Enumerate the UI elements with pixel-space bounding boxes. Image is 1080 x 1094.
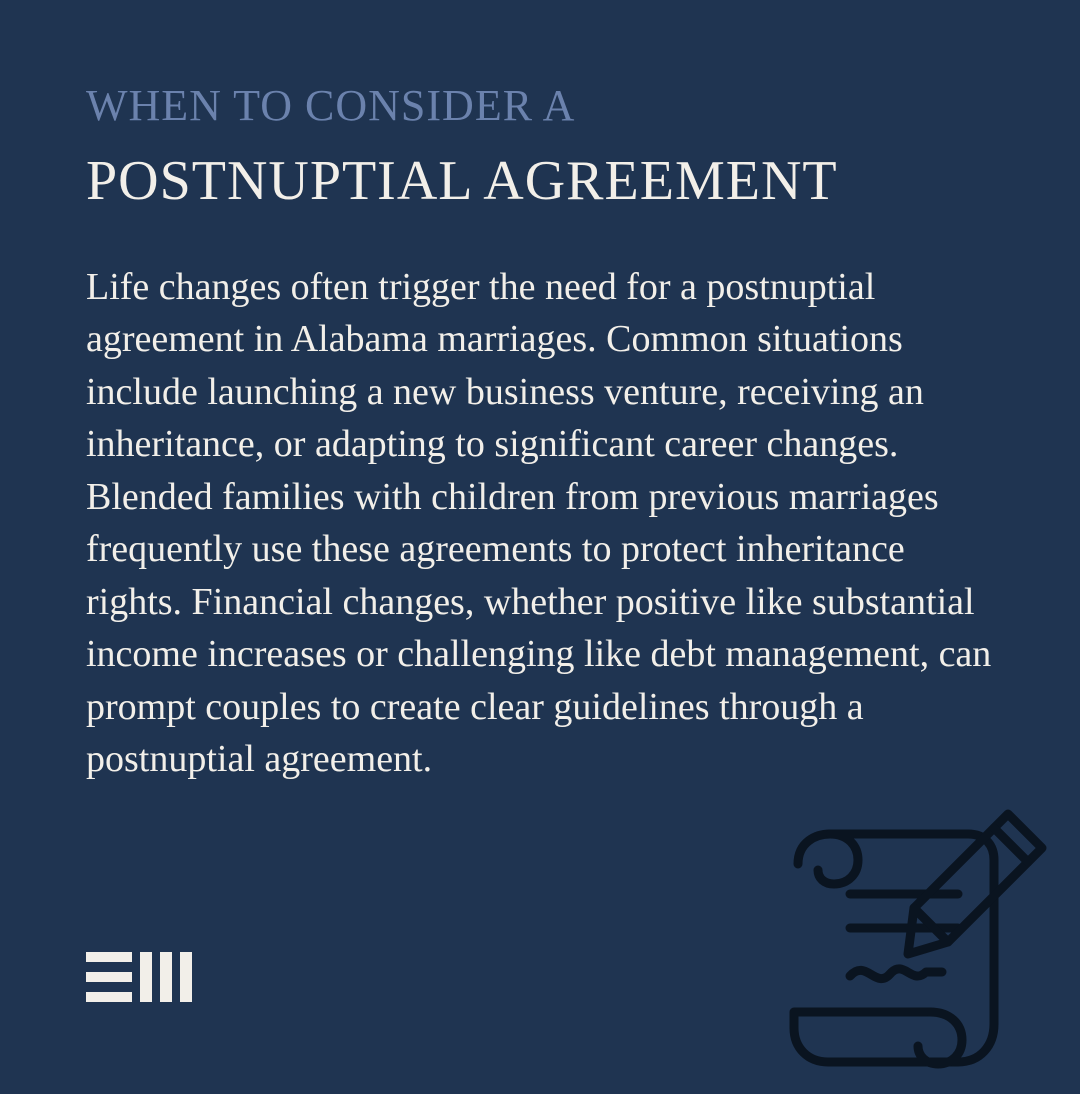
headline-text: POSTNUPTIAL AGREEMENT xyxy=(86,149,994,213)
card-container: WHEN TO CONSIDER A POSTNUPTIAL AGREEMENT… xyxy=(0,0,1080,785)
brand-logo-icon xyxy=(86,948,196,1008)
eyebrow-text: WHEN TO CONSIDER A xyxy=(86,80,994,131)
scroll-pencil-icon xyxy=(758,794,1058,1094)
body-paragraph: Life changes often trigger the need for … xyxy=(86,261,994,785)
